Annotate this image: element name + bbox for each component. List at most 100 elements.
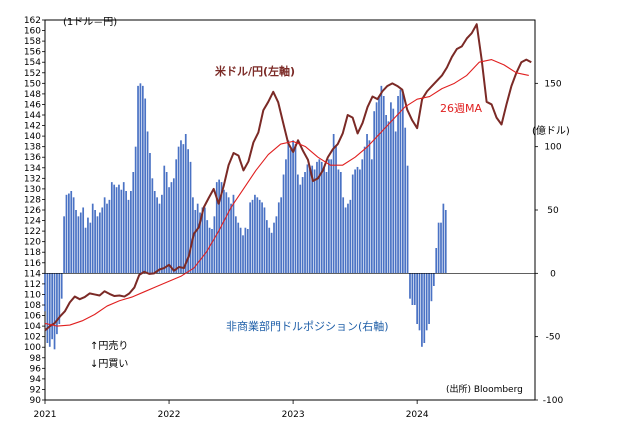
position-bar [344,207,347,274]
left-tick-label: 104 [24,322,41,332]
position-bar [444,210,447,274]
position-bar [256,197,259,274]
position-bar [213,216,216,274]
position-bar [423,273,426,343]
position-bar [318,159,321,274]
position-bar [382,96,385,274]
position-bar [428,273,430,324]
position-bar [158,203,161,274]
position-bar [399,89,402,274]
position-bar [48,273,51,347]
position-bar [320,161,323,274]
position-bar [244,227,247,274]
position-label: 非商業部門ドルポジション(右軸) [226,319,389,333]
position-bar [53,273,56,350]
position-bar [91,203,94,274]
position-bar [432,273,435,286]
position-bar [354,169,356,274]
right-tick-label: -50 [546,333,561,343]
position-bar [409,273,411,299]
right-axis-unit: (億ドル) [532,124,570,137]
yen-buy-label: ↓円買い [90,358,128,370]
yen-sell-label: ↑円売り [90,339,128,352]
position-bar [306,164,309,274]
position-bar [103,197,106,274]
position-bar [323,166,325,274]
left-tick-label: 106 [24,312,41,322]
left-tick-label: 154 [24,58,41,68]
position-bar [113,184,116,274]
left-tick-label: 92 [30,385,41,395]
position-bar [311,165,314,274]
position-bar [249,202,252,274]
position-bar [332,134,335,274]
position-bar [56,273,58,335]
left-tick-label: 124 [24,217,41,227]
position-bar [187,149,189,274]
position-bar [137,85,139,274]
left-tick-label: 116 [24,259,41,269]
position-bar [328,159,330,274]
position-bar [118,184,120,274]
position-bar [251,199,254,274]
left-tick-label: 146 [24,100,41,110]
usdjpy-label: 米ドル/円(左軸) [214,64,295,78]
x-axis: 2021 2022 2023 2024 [34,400,429,420]
position-bar [263,207,266,274]
position-bar [201,207,204,274]
left-axis: 9092949698100102104106108110112114116118… [24,16,45,406]
position-bar [285,159,287,274]
left-tick-label: 152 [24,69,41,79]
left-tick-label: 118 [24,248,41,258]
position-bar [339,172,342,274]
left-tick-label: 114 [24,269,41,279]
left-axis-unit: (1ドル＝円) [63,17,117,28]
position-bar [359,169,361,274]
position-bar [363,146,366,274]
position-bar [313,169,316,274]
position-bar [292,140,294,274]
left-tick-label: 112 [24,280,41,290]
lines [44,23,532,332]
position-bar [163,165,166,274]
left-tick-label: 138 [24,143,41,153]
position-bar [349,199,352,274]
position-bar [435,248,438,274]
position-bar [308,165,311,274]
position-bar [208,227,211,274]
position-bar [232,194,235,274]
left-tick-label: 98 [30,354,42,364]
left-tick-label: 134 [24,164,41,174]
position-bar [184,134,187,274]
right-tick-label: 100 [544,143,561,153]
left-tick-label: 94 [30,375,42,385]
position-bar [361,159,364,274]
position-bar [77,216,80,274]
position-bars [44,83,447,350]
position-bar [206,220,209,274]
position-bar [418,273,421,331]
ma-label: 26週MA [440,102,482,115]
position-bar [275,216,278,274]
left-tick-label: 128 [24,195,41,205]
position-bar [161,194,163,274]
right-tick-label: 0 [550,269,556,279]
left-tick-label: 110 [24,290,41,300]
position-bar [246,229,249,274]
position-bar [141,85,144,274]
left-tick-label: 130 [24,185,41,195]
position-bar [273,222,275,274]
position-bar [211,229,213,274]
position-bar [99,212,101,274]
position-bar [60,273,63,299]
position-bar [170,182,173,274]
position-bar [385,115,387,274]
position-bar [437,222,440,274]
left-tick-label: 90 [30,396,42,406]
left-tick-label: 108 [24,301,41,311]
position-bar [425,273,428,331]
left-tick-label: 148 [24,90,41,100]
position-bar [51,273,54,340]
position-bar [63,216,65,274]
position-bar [258,199,261,274]
